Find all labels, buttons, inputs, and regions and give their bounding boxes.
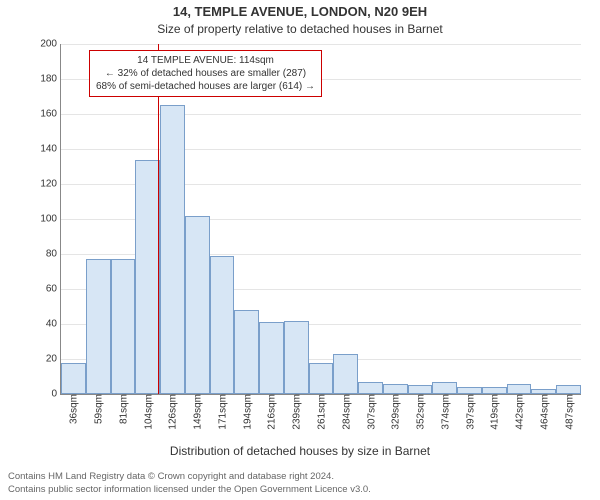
y-tick-label: 120 <box>40 179 61 190</box>
histogram-bar <box>234 310 259 394</box>
grid-line <box>61 114 581 115</box>
x-tick-label: 126sqm <box>166 394 179 430</box>
footer-line-2: Contains public sector information licen… <box>8 484 592 496</box>
y-tick-label: 200 <box>40 39 61 50</box>
histogram-bar <box>210 256 235 394</box>
histogram-bar <box>408 385 433 394</box>
y-tick-label: 140 <box>40 144 61 155</box>
histogram-bar <box>457 387 482 394</box>
x-tick-label: 352sqm <box>414 394 427 430</box>
x-tick-label: 59sqm <box>92 394 105 424</box>
x-tick-label: 149sqm <box>191 394 204 430</box>
chart-container: 14, TEMPLE AVENUE, LONDON, N20 9EH Size … <box>0 0 600 500</box>
footer-line-1: Contains HM Land Registry data © Crown c… <box>8 471 592 483</box>
y-tick-label: 40 <box>46 319 61 330</box>
histogram-bar <box>111 259 136 394</box>
x-tick-label: 104sqm <box>141 394 154 430</box>
annotation-line-3: 68% of semi-detached houses are larger (… <box>96 80 315 93</box>
grid-line <box>61 149 581 150</box>
y-tick-label: 160 <box>40 109 61 120</box>
histogram-bar <box>86 259 111 394</box>
chart-subtitle: Size of property relative to detached ho… <box>0 22 600 36</box>
x-tick-label: 307sqm <box>364 394 377 430</box>
histogram-bar <box>185 216 210 395</box>
x-tick-label: 419sqm <box>488 394 501 430</box>
x-tick-label: 194sqm <box>240 394 253 430</box>
y-tick-label: 60 <box>46 284 61 295</box>
x-tick-label: 442sqm <box>513 394 526 430</box>
x-tick-label: 397sqm <box>463 394 476 430</box>
x-tick-label: 171sqm <box>215 394 228 430</box>
histogram-bar <box>61 363 86 395</box>
chart-title: 14, TEMPLE AVENUE, LONDON, N20 9EH <box>0 4 600 19</box>
histogram-bar <box>135 160 160 395</box>
histogram-bar <box>284 321 309 395</box>
x-tick-label: 464sqm <box>537 394 550 430</box>
histogram-bar <box>383 384 408 395</box>
footer: Contains HM Land Registry data © Crown c… <box>8 471 592 496</box>
x-tick-label: 329sqm <box>389 394 402 430</box>
histogram-bar <box>160 105 185 394</box>
y-tick-label: 100 <box>40 214 61 225</box>
x-tick-label: 374sqm <box>438 394 451 430</box>
x-tick-label: 81sqm <box>116 394 129 424</box>
annotation-line-1: 14 TEMPLE AVENUE: 114sqm <box>96 54 315 67</box>
histogram-bar <box>333 354 358 394</box>
histogram-bar <box>482 387 507 394</box>
annotation-line-2: ← 32% of detached houses are smaller (28… <box>96 67 315 80</box>
histogram-bar <box>309 363 334 395</box>
histogram-bar <box>556 385 581 394</box>
histogram-bar <box>507 384 532 395</box>
plot-area: 02040608010012014016018020036sqm59sqm81s… <box>60 44 581 395</box>
y-tick-label: 20 <box>46 354 61 365</box>
y-tick-label: 0 <box>51 389 61 400</box>
grid-line <box>61 44 581 45</box>
y-tick-label: 180 <box>40 74 61 85</box>
x-axis-label: Distribution of detached houses by size … <box>0 444 600 458</box>
histogram-bar <box>432 382 457 394</box>
annotation-box: 14 TEMPLE AVENUE: 114sqm ← 32% of detach… <box>89 50 322 97</box>
x-tick-label: 487sqm <box>562 394 575 430</box>
histogram-bar <box>358 382 383 394</box>
y-tick-label: 80 <box>46 249 61 260</box>
x-tick-label: 239sqm <box>290 394 303 430</box>
x-tick-label: 261sqm <box>315 394 328 430</box>
x-tick-label: 216sqm <box>265 394 278 430</box>
histogram-bar <box>259 322 284 394</box>
x-tick-label: 36sqm <box>67 394 80 424</box>
x-tick-label: 284sqm <box>339 394 352 430</box>
